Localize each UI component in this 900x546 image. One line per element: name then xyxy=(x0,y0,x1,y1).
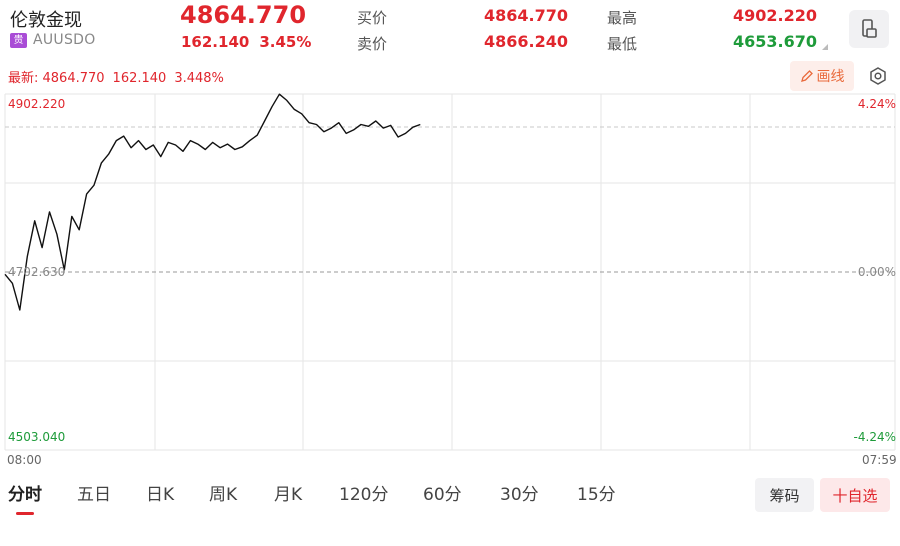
pencil-icon xyxy=(800,70,813,82)
latest-info: 最新: 4864.770 162.140 3.448% xyxy=(8,67,224,86)
intraday-chart[interactable]: 4902.220 4702.630 4503.040 4.24% 0.00% -… xyxy=(0,90,900,455)
instrument-name: 伦敦金现 xyxy=(10,10,82,31)
high-label: 最高 xyxy=(607,9,638,27)
price-change: 162.140 3.45% xyxy=(181,33,311,51)
tab-intraday[interactable]: 分时 xyxy=(8,478,42,515)
tab-daily-k[interactable]: 日K xyxy=(146,485,175,505)
phone-rotate-icon xyxy=(862,19,877,38)
latest-price: 最新: 4864.770 xyxy=(8,71,105,86)
precious-metal-tag: 贵 xyxy=(10,32,27,48)
tab-five-day[interactable]: 五日 xyxy=(77,485,111,505)
chart-settings-button[interactable] xyxy=(866,64,890,88)
latest-change-percent: 3.448% xyxy=(174,71,224,86)
tab-15min[interactable]: 15分 xyxy=(577,485,616,505)
low-label: 最低 xyxy=(607,35,638,53)
x-axis-end-label: 07:59 xyxy=(862,453,897,467)
expand-corner-icon xyxy=(822,44,828,50)
x-axis-start-label: 08:00 xyxy=(7,453,42,467)
draw-line-label: 画线 xyxy=(816,69,845,85)
y-axis-top-label: 4902.220 xyxy=(8,97,65,111)
y-axis-mid-label: 4702.630 xyxy=(8,265,65,279)
latest-change: 162.140 xyxy=(112,71,167,86)
pct-axis-bottom-label: -4.24% xyxy=(854,430,896,444)
quote-header: 伦敦金现 贵 AUUSDO 4864.770 162.140 3.45% 买价 4… xyxy=(0,0,900,60)
settings-icon xyxy=(870,67,886,85)
tab-60min[interactable]: 60分 xyxy=(423,485,462,505)
high-value: 4902.220 xyxy=(733,6,818,25)
y-axis-bottom-label: 4503.040 xyxy=(8,430,65,444)
bid-label: 买价 xyxy=(357,9,388,27)
chips-button[interactable]: 筹码 xyxy=(755,478,814,512)
change-percent: 3.45% xyxy=(259,33,312,51)
landscape-toggle-button[interactable] xyxy=(849,10,889,48)
draw-line-button[interactable]: 画线 xyxy=(790,61,854,91)
instrument-code: AUUSDO xyxy=(33,32,96,48)
instrument-code-row: 贵 AUUSDO xyxy=(10,32,96,48)
price-series-line xyxy=(4,93,421,311)
pct-axis-mid-label: 0.00% xyxy=(858,265,896,279)
period-tabs: 分时 五日 日K 周K 月K 120分 60分 30分 15分 xyxy=(0,478,740,518)
change-amount: 162.140 xyxy=(181,33,250,51)
last-price: 4864.770 xyxy=(180,1,307,29)
bid-value: 4864.770 xyxy=(484,6,569,25)
tab-30min[interactable]: 30分 xyxy=(500,485,539,505)
tab-weekly-k[interactable]: 周K xyxy=(209,485,238,505)
pct-axis-top-label: 4.24% xyxy=(858,97,896,111)
add-favorite-button[interactable]: 十自选 xyxy=(820,478,890,512)
ask-label: 卖价 xyxy=(357,35,388,53)
tab-120min[interactable]: 120分 xyxy=(339,485,389,505)
low-value: 4653.670 xyxy=(733,32,818,51)
tab-monthly-k[interactable]: 月K xyxy=(274,485,303,505)
chart-grid xyxy=(4,93,896,451)
ask-value: 4866.240 xyxy=(484,32,569,51)
